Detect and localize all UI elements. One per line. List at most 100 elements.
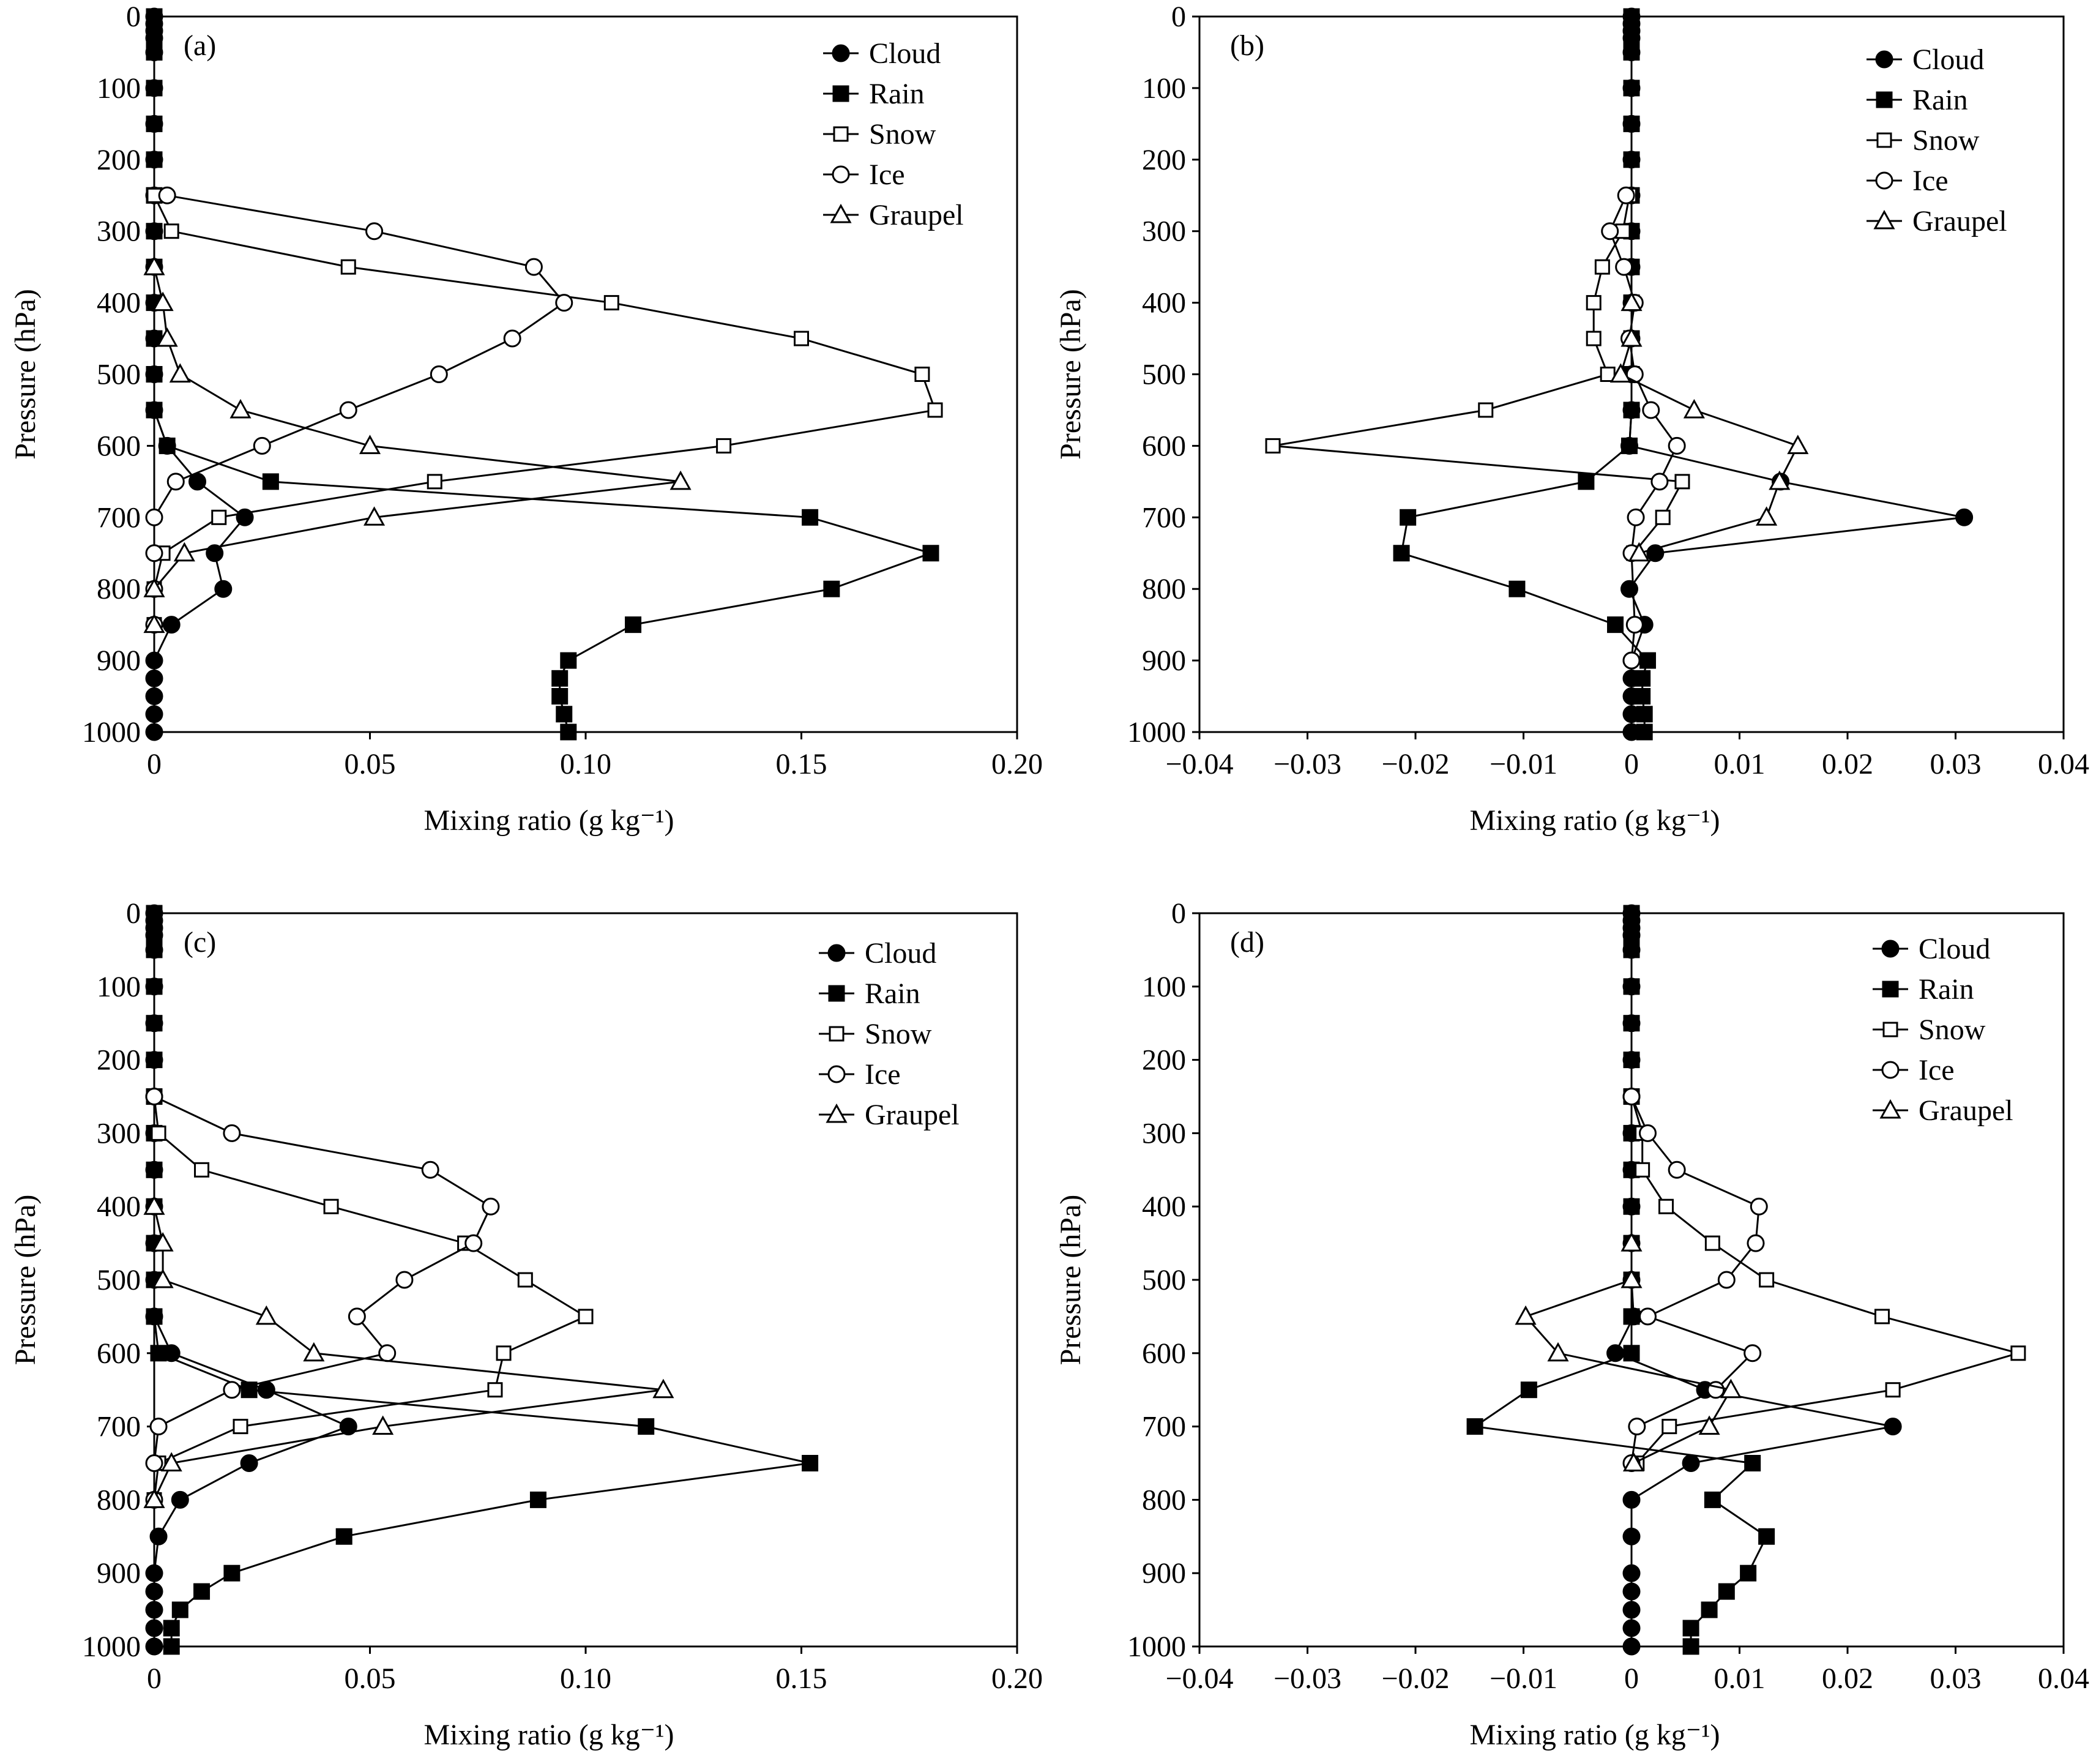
data-point-cloud [162,616,181,634]
data-point-rain [1740,1564,1757,1582]
data-point-rain [625,616,642,633]
data-point-cloud [145,705,163,723]
data-point-graupel [143,578,165,597]
data-point-ice [1622,1088,1641,1105]
data-point-snow [194,1162,210,1178]
data-point-snow [323,1198,339,1214]
data-point-rain [223,1564,241,1582]
legend-item-rain: Rain [1867,84,1968,116]
legend-item-graupel: Graupel [1873,1094,2013,1127]
data-point-cloud [1620,580,1638,598]
legend-item-rain: Rain [819,977,920,1010]
legend-marker [829,1026,845,1042]
data-point-rain [1744,1455,1761,1471]
data-point-cloud [145,1582,163,1601]
legend-item-ice: Ice [1873,1054,1955,1086]
data-point-ice [145,544,163,562]
data-point-rain [146,223,163,240]
data-point-rain [1682,1638,1699,1655]
y-tick-label: 600 [97,430,141,462]
data-point-cloud [1955,508,1974,526]
data-point-snow [1874,1309,1890,1325]
legend: Cloud Rain Snow Ice Graupel [823,37,964,231]
y-tick-label: 400 [1142,1190,1186,1223]
y-tick-label: 700 [97,501,141,534]
data-point-graupel [1769,470,1791,490]
data-point-snow [1586,295,1602,311]
data-point-cloud [145,1564,163,1582]
data-point-snow [1586,331,1602,346]
x-axis-title: Mixing ratio (g kg⁻¹) [423,1719,674,1751]
y-tick-label: 1000 [1127,716,1186,749]
data-point-snow [927,402,943,418]
series-graupel [1609,291,1809,562]
y-tick-label: 800 [97,1484,141,1516]
panel-label: (b) [1230,29,1264,62]
data-point-rain [1758,1528,1775,1545]
legend-label: Ice [865,1058,901,1091]
data-point-snow [1704,1235,1720,1251]
data-point-rain [1623,927,1640,944]
data-point-snow [1635,1162,1650,1178]
data-point-graupel [1620,291,1643,312]
data-point-ice [223,1381,241,1399]
data-point-ice [1627,508,1645,526]
data-point-rain [146,978,163,995]
data-point-snow [794,331,809,346]
data-point-snow [1600,367,1616,382]
y-tick-label: 100 [97,971,141,1003]
y-tick-label: 500 [97,359,141,391]
legend-marker [832,165,850,184]
y-tick-label: 0 [126,1,141,33]
data-point-snow [1674,474,1690,490]
data-point-rain [1393,545,1410,562]
legend-marker [1881,1061,1900,1079]
x-tick-label: 0.02 [1822,1662,1873,1695]
data-point-ice [166,473,185,491]
y-tick-label: 500 [97,1264,141,1296]
data-point-ice [145,1088,163,1105]
y-tick-label: 700 [1142,501,1186,534]
legend-label: Graupel [865,1099,960,1131]
data-point-cloud [145,1619,163,1637]
data-point-snow [151,1125,166,1141]
legend-label: Cloud [1912,43,1984,76]
y-tick-label: 400 [97,1190,141,1223]
legend-label: Rain [869,78,925,110]
legend-label: Cloud [1919,933,1990,965]
legend-marker [1875,171,1893,190]
data-point-rain [146,151,163,168]
legend: Cloud Rain Snow Ice Graupel [819,937,960,1131]
data-point-graupel [1515,1305,1537,1325]
x-tick-label: −0.03 [1274,1662,1341,1695]
data-point-graupel [1787,435,1809,454]
data-point-rain [146,43,163,61]
data-point-graupel [364,506,386,526]
x-axis-title: Mixing ratio (g kg⁻¹) [1469,804,1720,837]
data-point-rain [802,509,819,526]
data-point-rain [262,473,279,490]
data-point-cloud [1622,1601,1641,1619]
legend-marker [1881,940,1900,958]
data-point-snow [716,438,732,454]
data-point-ice [1638,1124,1657,1142]
data-point-ice [1747,1234,1765,1252]
data-point-rain [146,115,163,132]
data-point-rain [146,941,163,959]
data-point-graupel [303,1342,325,1362]
series-graupel [143,1195,674,1508]
legend-item-cloud: Cloud [819,937,936,970]
x-tick-label: 0.10 [560,748,611,780]
y-axis-title: Pressure (hPa) [9,1195,42,1366]
legend-item-snow: Snow [1867,124,1980,157]
data-point-rain [1623,1308,1640,1325]
data-point-graupel [1609,363,1632,383]
data-point-graupel [152,291,174,312]
data-point-cloud [1622,1637,1641,1656]
x-tick-label: −0.01 [1490,748,1557,780]
legend-marker [1876,91,1893,108]
legend-item-snow: Snow [819,1018,932,1050]
data-point-rain [560,723,577,741]
data-point-rain [1623,43,1640,61]
